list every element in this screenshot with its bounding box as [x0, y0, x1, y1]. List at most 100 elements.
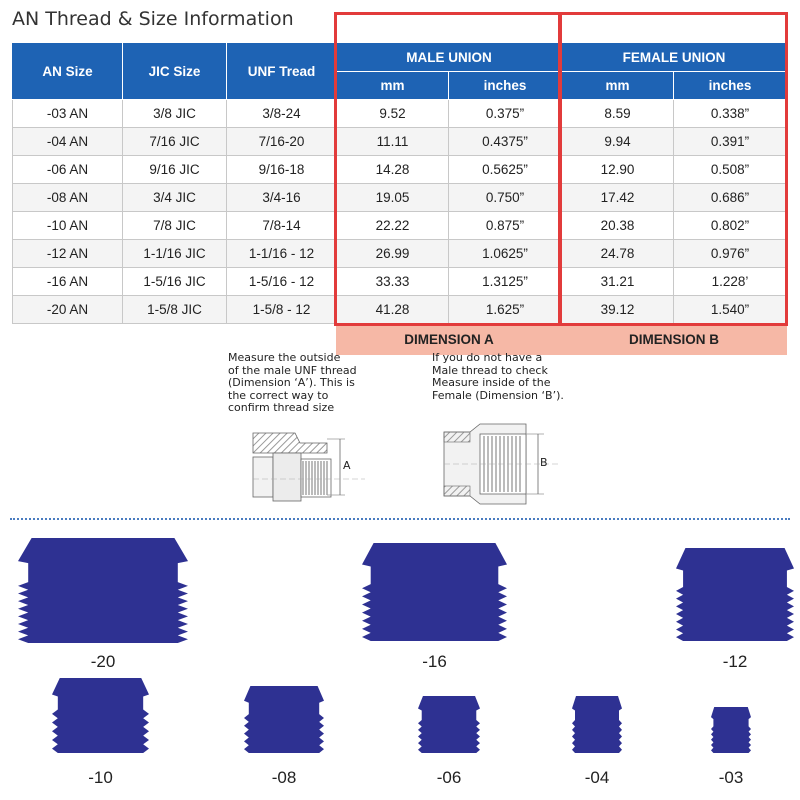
male-thread-diagram: A: [252, 432, 365, 502]
cell-jic-size: 1-5/8 JIC: [122, 295, 227, 324]
col-header-female-mm: mm: [561, 71, 674, 100]
cell-unf-tread: 3/4-16: [226, 183, 337, 212]
fitting-silhouette--20: [18, 538, 188, 643]
dimension-a-marker: A: [343, 459, 351, 472]
cell-unf-tread: 1-5/8 - 12: [226, 295, 337, 324]
table-row: -08 AN 3/4 JIC 3/4-16 19.05 0.750” 17.42 0.686…: [12, 183, 787, 212]
col-header-male-mm: mm: [336, 71, 449, 100]
cell-jic-size: 9/16 JIC: [122, 155, 227, 184]
table-row: -12 AN 1-1/16 JIC 1-1/16 - 12 26.99 1.0625” 2…: [12, 239, 787, 268]
fitting-size-label: -10: [88, 768, 113, 787]
cell-female-mm: 24.78: [561, 239, 674, 268]
fitting-size-label: -06: [436, 768, 462, 787]
cell-jic-size: 3/4 JIC: [122, 183, 227, 212]
cell-female-inches: 0.391”: [673, 127, 787, 156]
cell-an-size: -08 AN: [12, 183, 123, 212]
table-row: -04 AN 7/16 JIC 7/16-20 11.11 0.4375” 9.94 0.3…: [12, 127, 787, 156]
cell-an-size: -06 AN: [12, 155, 123, 184]
table-row: -16 AN 1-5/16 JIC 1-5/16 - 12 33.33 1.3125” 3…: [12, 267, 787, 296]
fitting-size-label: -03: [718, 768, 744, 787]
cell-female-inches: 0.686”: [673, 183, 787, 212]
cell-an-size: -12 AN: [12, 239, 123, 268]
cell-female-inches: 0.508”: [673, 155, 787, 184]
cell-male-mm: 22.22: [336, 211, 449, 240]
cell-female-mm: 9.94: [561, 127, 674, 156]
cell-unf-tread: 1-5/16 - 12: [226, 267, 337, 296]
cell-male-mm: 26.99: [336, 239, 449, 268]
cell-male-mm: 11.11: [336, 127, 449, 156]
cell-male-mm: 19.05: [336, 183, 449, 212]
cell-unf-tread: 7/16-20: [226, 127, 337, 156]
dimension-a-label: DIMENSION A: [336, 323, 562, 355]
cell-female-inches: 0.802”: [673, 211, 787, 240]
cell-an-size: -10 AN: [12, 211, 123, 240]
fitting-silhouette--12: [676, 548, 794, 641]
group-header-male-union: MALE UNION: [336, 42, 562, 72]
cell-female-inches: 0.976”: [673, 239, 787, 268]
col-header-male-inches: inches: [448, 71, 562, 100]
fitting-shape: [18, 538, 188, 643]
fitting-size-label: -04: [584, 768, 610, 787]
fitting-size-label: -20: [90, 652, 116, 671]
fitting-shape: [572, 696, 622, 753]
fitting-silhouette--06: [418, 696, 480, 753]
cell-male-inches: 1.625”: [448, 295, 562, 324]
section-divider: [10, 518, 790, 520]
cell-an-size: -04 AN: [12, 127, 123, 156]
table-body: -03 AN 3/8 JIC 3/8-24 9.52 0.375” 8.59 0.338” -…: [12, 99, 787, 324]
dimension-b-marker: B: [540, 456, 548, 469]
group-header-female-union: FEMALE UNION: [561, 42, 787, 72]
cell-unf-tread: 3/8-24: [226, 99, 337, 128]
cell-male-mm: 41.28: [336, 295, 449, 324]
cell-male-inches: 0.875”: [448, 211, 562, 240]
table-row: -20 AN 1-5/8 JIC 1-5/8 - 12 41.28 1.625” 39.1…: [12, 295, 787, 324]
cell-an-size: -03 AN: [12, 99, 123, 128]
fitting-shape: [244, 686, 324, 753]
fitting-shape: [362, 543, 507, 641]
page-title: AN Thread & Size Information: [12, 8, 294, 30]
col-header-jic-size: JIC Size: [122, 42, 227, 100]
cell-male-inches: 0.5625”: [448, 155, 562, 184]
fitting-size-label: -08: [271, 768, 297, 787]
cell-jic-size: 1-5/16 JIC: [122, 267, 227, 296]
footer-spacer: [12, 323, 337, 355]
cell-jic-size: 1-1/16 JIC: [122, 239, 227, 268]
cell-unf-tread: 9/16-18: [226, 155, 337, 184]
cell-male-inches: 1.3125”: [448, 267, 562, 296]
cell-female-mm: 20.38: [561, 211, 674, 240]
cell-jic-size: 3/8 JIC: [122, 99, 227, 128]
fitting-silhouette--16: [362, 543, 507, 641]
cell-female-inches: 0.338”: [673, 99, 787, 128]
female-thread-diagram: B: [443, 423, 560, 505]
fitting-silhouette--10: [52, 678, 149, 753]
cell-female-mm: 17.42: [561, 183, 674, 212]
cell-female-mm: 39.12: [561, 295, 674, 324]
cell-an-size: -20 AN: [12, 295, 123, 324]
col-header-an-size: AN Size: [12, 42, 123, 100]
fitting-shape: [418, 696, 480, 753]
fitting-size-label: -16: [422, 652, 447, 671]
fitting-shape: [711, 707, 751, 753]
thread-size-table: AN Size JIC Size UNF Tread MALE UNION FE…: [12, 42, 787, 355]
cell-female-mm: 12.90: [561, 155, 674, 184]
fitting-silhouette--03: [711, 707, 751, 753]
female-measure-note: If you do not have a Male thread to chec…: [432, 351, 564, 402]
fitting-shape: [52, 678, 149, 753]
table-row: -06 AN 9/16 JIC 9/16-18 14.28 0.5625” 12.90 0.…: [12, 155, 787, 184]
cell-male-inches: 0.750”: [448, 183, 562, 212]
table-row: -03 AN 3/8 JIC 3/8-24 9.52 0.375” 8.59 0.338”: [12, 99, 787, 128]
fitting-size-label: -12: [722, 652, 748, 671]
cell-jic-size: 7/8 JIC: [122, 211, 227, 240]
cell-male-inches: 0.4375”: [448, 127, 562, 156]
cell-male-mm: 33.33: [336, 267, 449, 296]
cell-unf-tread: 1-1/16 - 12: [226, 239, 337, 268]
cell-unf-tread: 7/8-14: [226, 211, 337, 240]
fitting-silhouette--04: [572, 696, 622, 753]
cell-female-mm: 31.21: [561, 267, 674, 296]
col-header-female-inches: inches: [673, 71, 787, 100]
male-measure-note: Measure the outside of the male UNF thre…: [228, 351, 357, 414]
col-header-unf-tread: UNF Tread: [226, 42, 337, 100]
fitting-silhouette--08: [244, 686, 324, 753]
cell-jic-size: 7/16 JIC: [122, 127, 227, 156]
fitting-shape: [676, 548, 794, 641]
